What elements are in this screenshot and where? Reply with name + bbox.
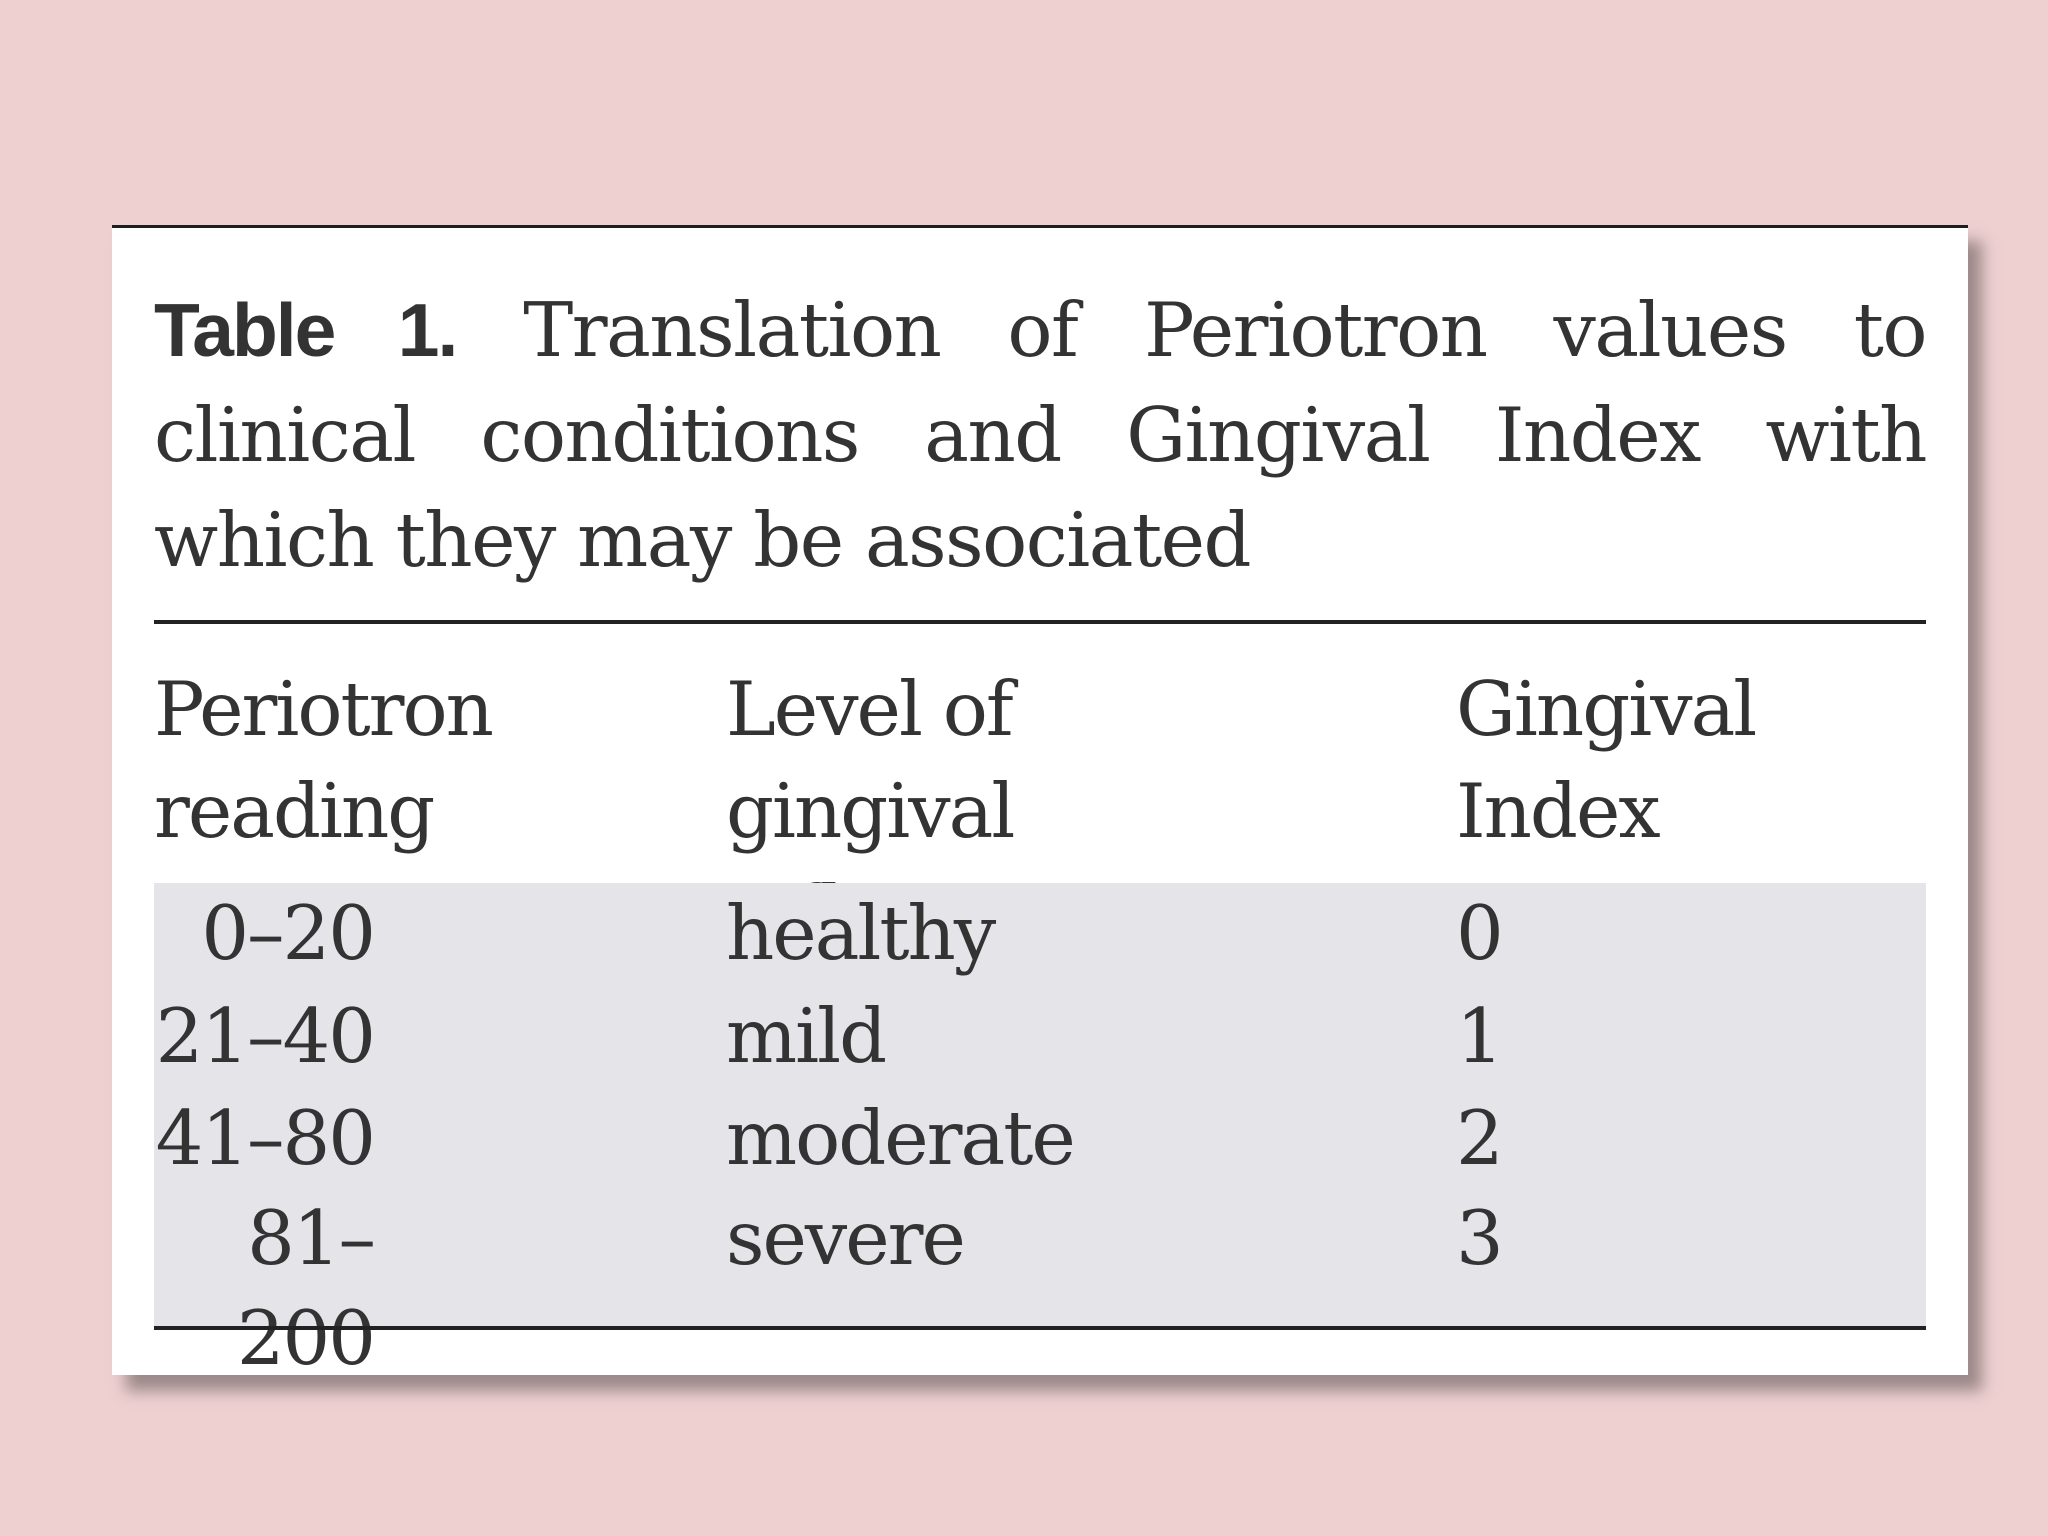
- table-row: 21–40 mild 1: [154, 986, 1926, 1086]
- cell-periotron-reading: 0–20: [201, 889, 376, 977]
- cell-gingival-index: 1: [1456, 992, 1504, 1080]
- column-header-text: Gingival Index: [1456, 665, 1757, 855]
- cell-inflammation-level: healthy: [726, 889, 996, 977]
- cell-gingival-index: 3: [1456, 1194, 1504, 1282]
- cell-periotron-reading: 41–80: [155, 1094, 376, 1182]
- cell-gingival-index: 2: [1456, 1094, 1504, 1182]
- table-bottom-rule: [154, 1326, 1926, 1330]
- cell-inflammation-level: mild: [726, 992, 887, 1080]
- table-caption-label: Table 1.: [154, 288, 458, 372]
- table-row: 81–200 severe 3: [154, 1188, 1926, 1382]
- table-caption: Table 1. Translation of Periotron values…: [154, 278, 1928, 593]
- cell-gingival-index: 0: [1456, 889, 1504, 977]
- cell-inflammation-level: moderate: [726, 1094, 1076, 1182]
- table-row: 0–20 healthy 0: [154, 883, 1926, 983]
- column-header-periotron-reading: Periotron reading: [154, 658, 494, 862]
- table-top-rule: [154, 620, 1926, 624]
- cell-periotron-reading: 21–40: [155, 992, 376, 1080]
- table-card: Table 1. Translation of Periotron values…: [112, 225, 1968, 1382]
- table-body: 0–20 healthy 0 21–40 mild 1 41–80 modera…: [154, 883, 1926, 1382]
- column-header-text: Periotron reading: [154, 665, 494, 855]
- column-header-gingival-index: Gingival Index: [1456, 658, 1757, 862]
- cell-inflammation-level: severe: [726, 1194, 966, 1282]
- table-row: 41–80 moderate 2: [154, 1088, 1926, 1188]
- table-caption-text: Translation of Periotron values to clini…: [154, 286, 1928, 584]
- cell-periotron-reading: 81–200: [236, 1194, 376, 1382]
